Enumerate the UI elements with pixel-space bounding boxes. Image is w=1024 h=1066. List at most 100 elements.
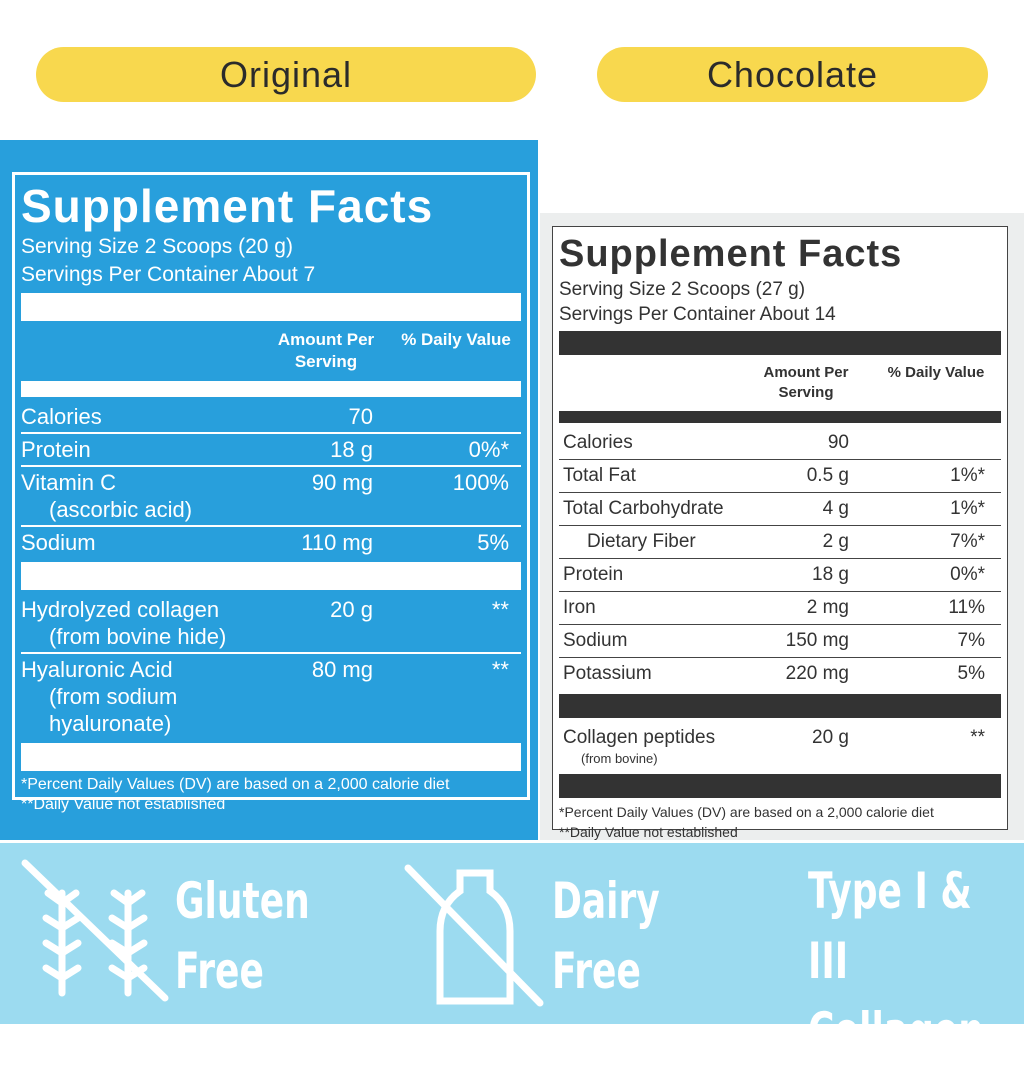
nutrient-name: Dietary Fiber <box>587 531 696 552</box>
nutrient-name: Collagen peptides <box>563 727 716 748</box>
badge-line: Collagen <box>808 1002 984 1060</box>
nutrient-row: Calories 70 <box>21 401 521 434</box>
nutrient-name: Sodium <box>563 630 628 651</box>
nutrient-row: Collagen peptides (from bovine) 20 g ** <box>559 722 1001 770</box>
nutrient-row: Calories 90 <box>559 427 1001 460</box>
amount: 90 mg <box>311 470 373 495</box>
daily-value: 0%* <box>950 564 985 585</box>
daily-value: 100% <box>452 470 509 495</box>
divider-bar <box>559 694 1001 718</box>
icons <box>21 859 544 1007</box>
nutrient-name: Calories <box>563 432 633 453</box>
daily-value: ** <box>491 657 509 682</box>
footnote: **Daily Value not established <box>559 824 738 840</box>
divider-bar <box>559 774 1001 798</box>
facts-panel: Supplement Facts Serving Size 2 Scoops (2… <box>552 226 1008 840</box>
daily-value: ** <box>970 727 985 748</box>
nutrient-cell: Sodium <box>21 529 261 556</box>
amount: 80 mg <box>311 657 373 682</box>
nutrient-row: Total Fat 0.5 g 1%* <box>559 460 1001 493</box>
nutrient-cell: Vitamin C (ascorbic acid) <box>21 469 261 523</box>
nutrient-row: Dietary Fiber 2 g 7%* <box>559 526 1001 559</box>
nutrient-row: Protein 18 g 0%* <box>21 434 521 467</box>
badge-line: Gluten <box>175 872 310 930</box>
nutrient-cell: Protein <box>563 562 737 588</box>
amount: 18 g <box>812 564 849 585</box>
divider-bar <box>21 743 521 771</box>
badge: Gluten Free <box>175 866 310 1006</box>
column-header: Amount Per Serving <box>763 364 849 401</box>
section: Calories 70 Protein 18 g 0%* Vitamin C (ascorb… <box>21 401 521 558</box>
nutrient-row: Vitamin C (ascorbic acid) 90 mg 100% <box>21 467 521 527</box>
daily-value: 7% <box>957 630 985 651</box>
daily-value: 11% <box>948 597 985 618</box>
daily-value: 1%* <box>950 498 985 519</box>
amount: 20 g <box>330 597 373 622</box>
servings-per-container: Servings Per Container About 14 <box>559 304 836 325</box>
amount: 150 mg <box>785 630 849 651</box>
header-row: Amount Per Serving % Daily Value <box>559 359 1001 407</box>
nutrient-name: Hyaluronic Acid <box>21 657 173 682</box>
nutrient-row: Potassium 220 mg 5% <box>559 658 1001 690</box>
nutrient-name: Total Carbohydrate <box>563 498 724 519</box>
section: Calories 90 Total Fat 0.5 g 1%* Total Carbohy… <box>559 427 1001 690</box>
amount: 220 mg <box>785 663 849 684</box>
nutrient-row: Iron 2 mg 11% <box>559 592 1001 625</box>
amount: 110 mg <box>301 530 373 555</box>
badge-line: Dairy <box>552 872 660 930</box>
nutrient-cell: Protein <box>21 436 261 463</box>
badge-band <box>0 843 1024 1024</box>
nutrient-note: (from bovine) <box>581 751 658 766</box>
panel-title: Supplement Facts <box>559 233 903 275</box>
amount: 2 g <box>822 531 849 552</box>
nutrient-row: Protein 18 g 0%* <box>559 559 1001 592</box>
amount: 90 <box>827 432 849 453</box>
panel-background <box>0 140 538 840</box>
nutrient-cell: Calories <box>21 403 261 430</box>
nutrient-name: Calories <box>21 404 102 429</box>
nutrient-cell: Total Carbohydrate <box>563 496 737 522</box>
footnote: **Daily Value not established <box>21 796 226 813</box>
nutrient-name: Vitamin C <box>21 470 116 495</box>
amount: 18 g <box>330 437 373 462</box>
daily-value: 1%* <box>950 465 985 486</box>
badge-line: Free <box>552 942 641 1000</box>
amount: 0.5 g <box>806 465 849 486</box>
section: Hydrolyzed collagen (from bovine hide) 20 … <box>21 594 521 739</box>
nutrient-name: Total Fat <box>563 465 636 486</box>
daily-value: 5% <box>477 530 509 555</box>
nutrient-cell: Iron <box>563 595 737 621</box>
nutrient-row: Total Carbohydrate 4 g 1%* <box>559 493 1001 526</box>
footnote: *Percent Daily Values (DV) are based on … <box>21 776 450 793</box>
nutrient-row: Hyaluronic Acid (from sodium hyaluronate)… <box>21 654 521 739</box>
amount: 2 mg <box>806 597 849 618</box>
flavor-label: Original <box>36 47 536 102</box>
serving-size: Serving Size 2 Scoops (20 g) <box>21 235 293 258</box>
column-header: % Daily Value <box>401 330 511 349</box>
amount: 20 g <box>812 727 849 748</box>
nutrient-cell: Sodium <box>563 628 737 654</box>
daily-value: 7%* <box>950 531 985 552</box>
divider-bar <box>21 562 521 590</box>
nutrient-cell: Collagen peptides (from bovine) <box>563 725 737 767</box>
nutrient-note: (from bovine hide) <box>49 624 227 649</box>
badge: Dairy Free <box>552 866 660 1006</box>
divider-bar <box>21 293 521 321</box>
flavor-label: Chocolate <box>597 47 988 102</box>
facts-panel: Supplement Facts Serving Size 2 Scoops (2… <box>12 172 530 813</box>
daily-value: ** <box>491 597 509 622</box>
nutrient-cell: Calories <box>563 430 737 456</box>
badge-line: Type I & III <box>808 862 972 990</box>
section: Collagen peptides (from bovine) 20 g ** <box>559 722 1001 770</box>
header-row: Amount Per Serving % Daily Value <box>21 325 521 377</box>
nutrient-name: Protein <box>21 437 91 462</box>
nutrient-cell: Dietary Fiber <box>563 529 737 555</box>
panel-title: Supplement Facts <box>21 180 434 232</box>
nutrient-name: Hydrolyzed collagen <box>21 597 220 622</box>
badge: Type I & III Collagen <box>808 856 984 1066</box>
nutrient-row: Hydrolyzed collagen (from bovine hide) 20 … <box>21 594 521 654</box>
daily-value: 0%* <box>468 437 509 462</box>
divider-bar <box>559 411 1001 423</box>
nutrient-cell: Potassium <box>563 661 737 687</box>
badge-line: Free <box>175 942 264 1000</box>
